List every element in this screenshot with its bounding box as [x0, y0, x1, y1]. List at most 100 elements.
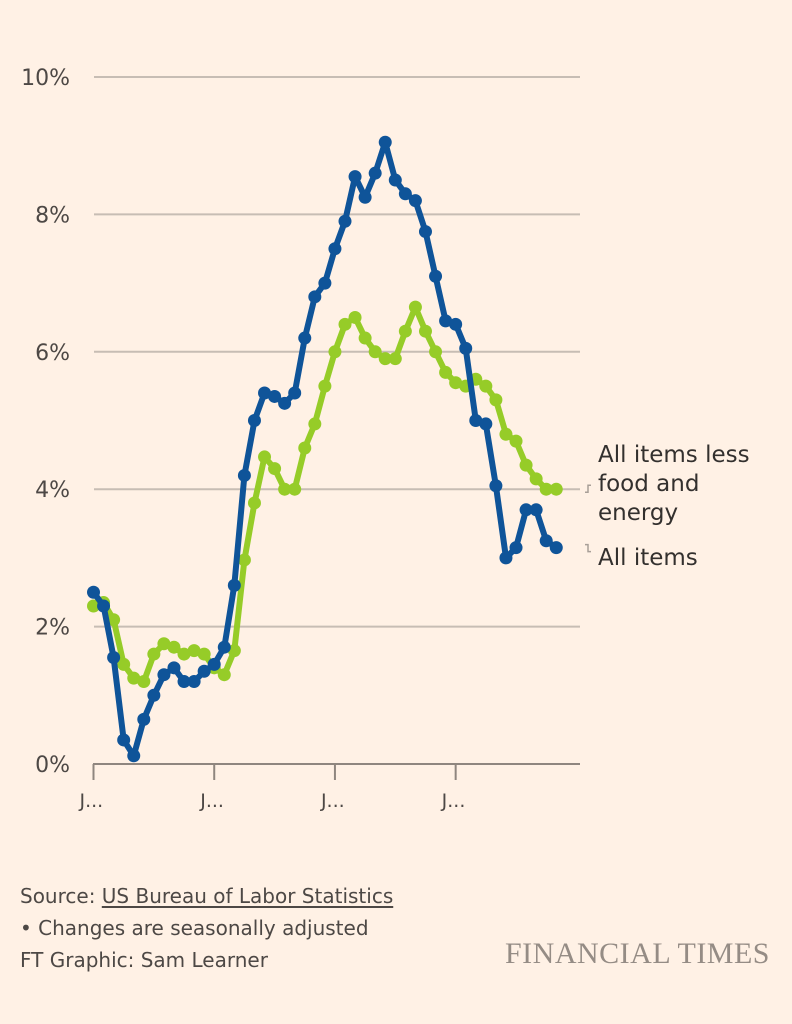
data-point: [509, 541, 523, 555]
data-point: [549, 482, 563, 496]
data-point: [258, 450, 272, 464]
series-layer: [87, 135, 563, 763]
data-point: [348, 310, 362, 324]
data-point: [107, 651, 121, 665]
data-point: [237, 468, 251, 482]
data-point: [398, 187, 412, 201]
data-point: [87, 599, 100, 613]
series-label-core: food and: [598, 471, 699, 497]
data-point: [217, 668, 231, 682]
data-point: [87, 585, 100, 599]
data-point: [539, 534, 553, 548]
data-point: [177, 675, 191, 689]
data-point: [358, 331, 372, 345]
data-point: [368, 345, 382, 359]
data-point: [429, 269, 443, 283]
source-line: Source: US Bureau of Labor Statistics: [20, 880, 393, 912]
label-connector: [585, 543, 591, 553]
data-point: [227, 644, 241, 658]
data-point: [418, 225, 432, 239]
data-point: [247, 496, 261, 510]
x-tick-label: J...: [79, 790, 104, 812]
data-point: [509, 434, 523, 448]
data-point: [157, 668, 171, 682]
data-point: [97, 599, 111, 613]
data-point: [318, 379, 332, 393]
data-point: [137, 712, 151, 726]
data-point: [197, 647, 211, 661]
y-tick-label: 2%: [35, 616, 70, 641]
data-point: [278, 396, 292, 410]
data-point: [167, 661, 181, 675]
series-line: [90, 304, 560, 685]
ft-logo: FINANCIAL TIMES: [504, 937, 770, 970]
data-point: [338, 214, 352, 228]
y-tick-label: 4%: [35, 478, 70, 503]
footnote: • Changes are seasonally adjusted: [20, 916, 369, 940]
data-point: [227, 578, 241, 592]
series-label-core: energy: [598, 500, 678, 526]
y-tick-label: 0%: [35, 753, 70, 778]
data-point: [499, 551, 513, 565]
data-point: [388, 173, 402, 187]
data-point: [298, 441, 312, 455]
data-point: [418, 324, 432, 338]
data-point: [549, 541, 563, 555]
data-point: [147, 688, 161, 702]
data-point: [358, 190, 372, 204]
data-point: [117, 657, 131, 671]
source-link[interactable]: US Bureau of Labor Statistics: [101, 884, 394, 908]
data-point: [529, 472, 543, 486]
data-point: [318, 276, 332, 290]
data-point: [408, 300, 422, 314]
data-point: [479, 417, 493, 431]
data-point: [479, 379, 493, 393]
data-point: [489, 479, 503, 493]
x-tick-label: J...: [320, 790, 345, 812]
data-point: [308, 290, 322, 304]
data-point: [489, 393, 503, 407]
data-point: [378, 135, 392, 149]
y-tick-label: 10%: [21, 66, 70, 91]
data-point: [157, 637, 171, 651]
y-tick-label: 6%: [35, 341, 70, 366]
data-point: [288, 482, 302, 496]
data-point: [348, 170, 362, 184]
y-axis-tick-labels: 0% 2% 4% 6% 8% 10%: [21, 66, 70, 778]
data-point: [147, 647, 161, 661]
data-point: [268, 389, 282, 403]
data-point: [258, 386, 272, 400]
data-point: [398, 324, 412, 338]
data-point: [308, 417, 322, 431]
series-line: [90, 139, 560, 759]
y-tick-label: 8%: [35, 203, 70, 228]
data-point: [177, 647, 191, 661]
data-point: [117, 733, 131, 747]
data-point: [368, 166, 382, 180]
chart-footer: Source: US Bureau of Labor Statistics • …: [20, 880, 393, 976]
data-point: [328, 345, 342, 359]
label-connector: [585, 484, 591, 493]
data-point: [247, 414, 261, 427]
data-point: [268, 462, 282, 476]
data-point: [519, 503, 533, 517]
x-tick-label: J...: [441, 790, 466, 812]
data-point: [338, 317, 352, 331]
data-point: [207, 657, 221, 671]
data-point: [187, 675, 201, 689]
graphic-credit: FT Graphic: Sam Learner: [20, 948, 268, 972]
series-label-core: All items less: [598, 442, 750, 468]
data-point: [449, 317, 463, 331]
data-point: [127, 749, 141, 763]
data-point: [137, 675, 151, 689]
data-point: [217, 640, 231, 654]
data-point: [459, 341, 473, 355]
data-point: [298, 331, 312, 345]
data-point: [429, 345, 443, 359]
data-point: [127, 671, 141, 685]
series-all-items: [87, 135, 563, 763]
data-point: [278, 482, 292, 496]
data-point: [529, 503, 543, 517]
x-tick-label: J...: [199, 790, 224, 812]
data-point: [449, 376, 463, 390]
